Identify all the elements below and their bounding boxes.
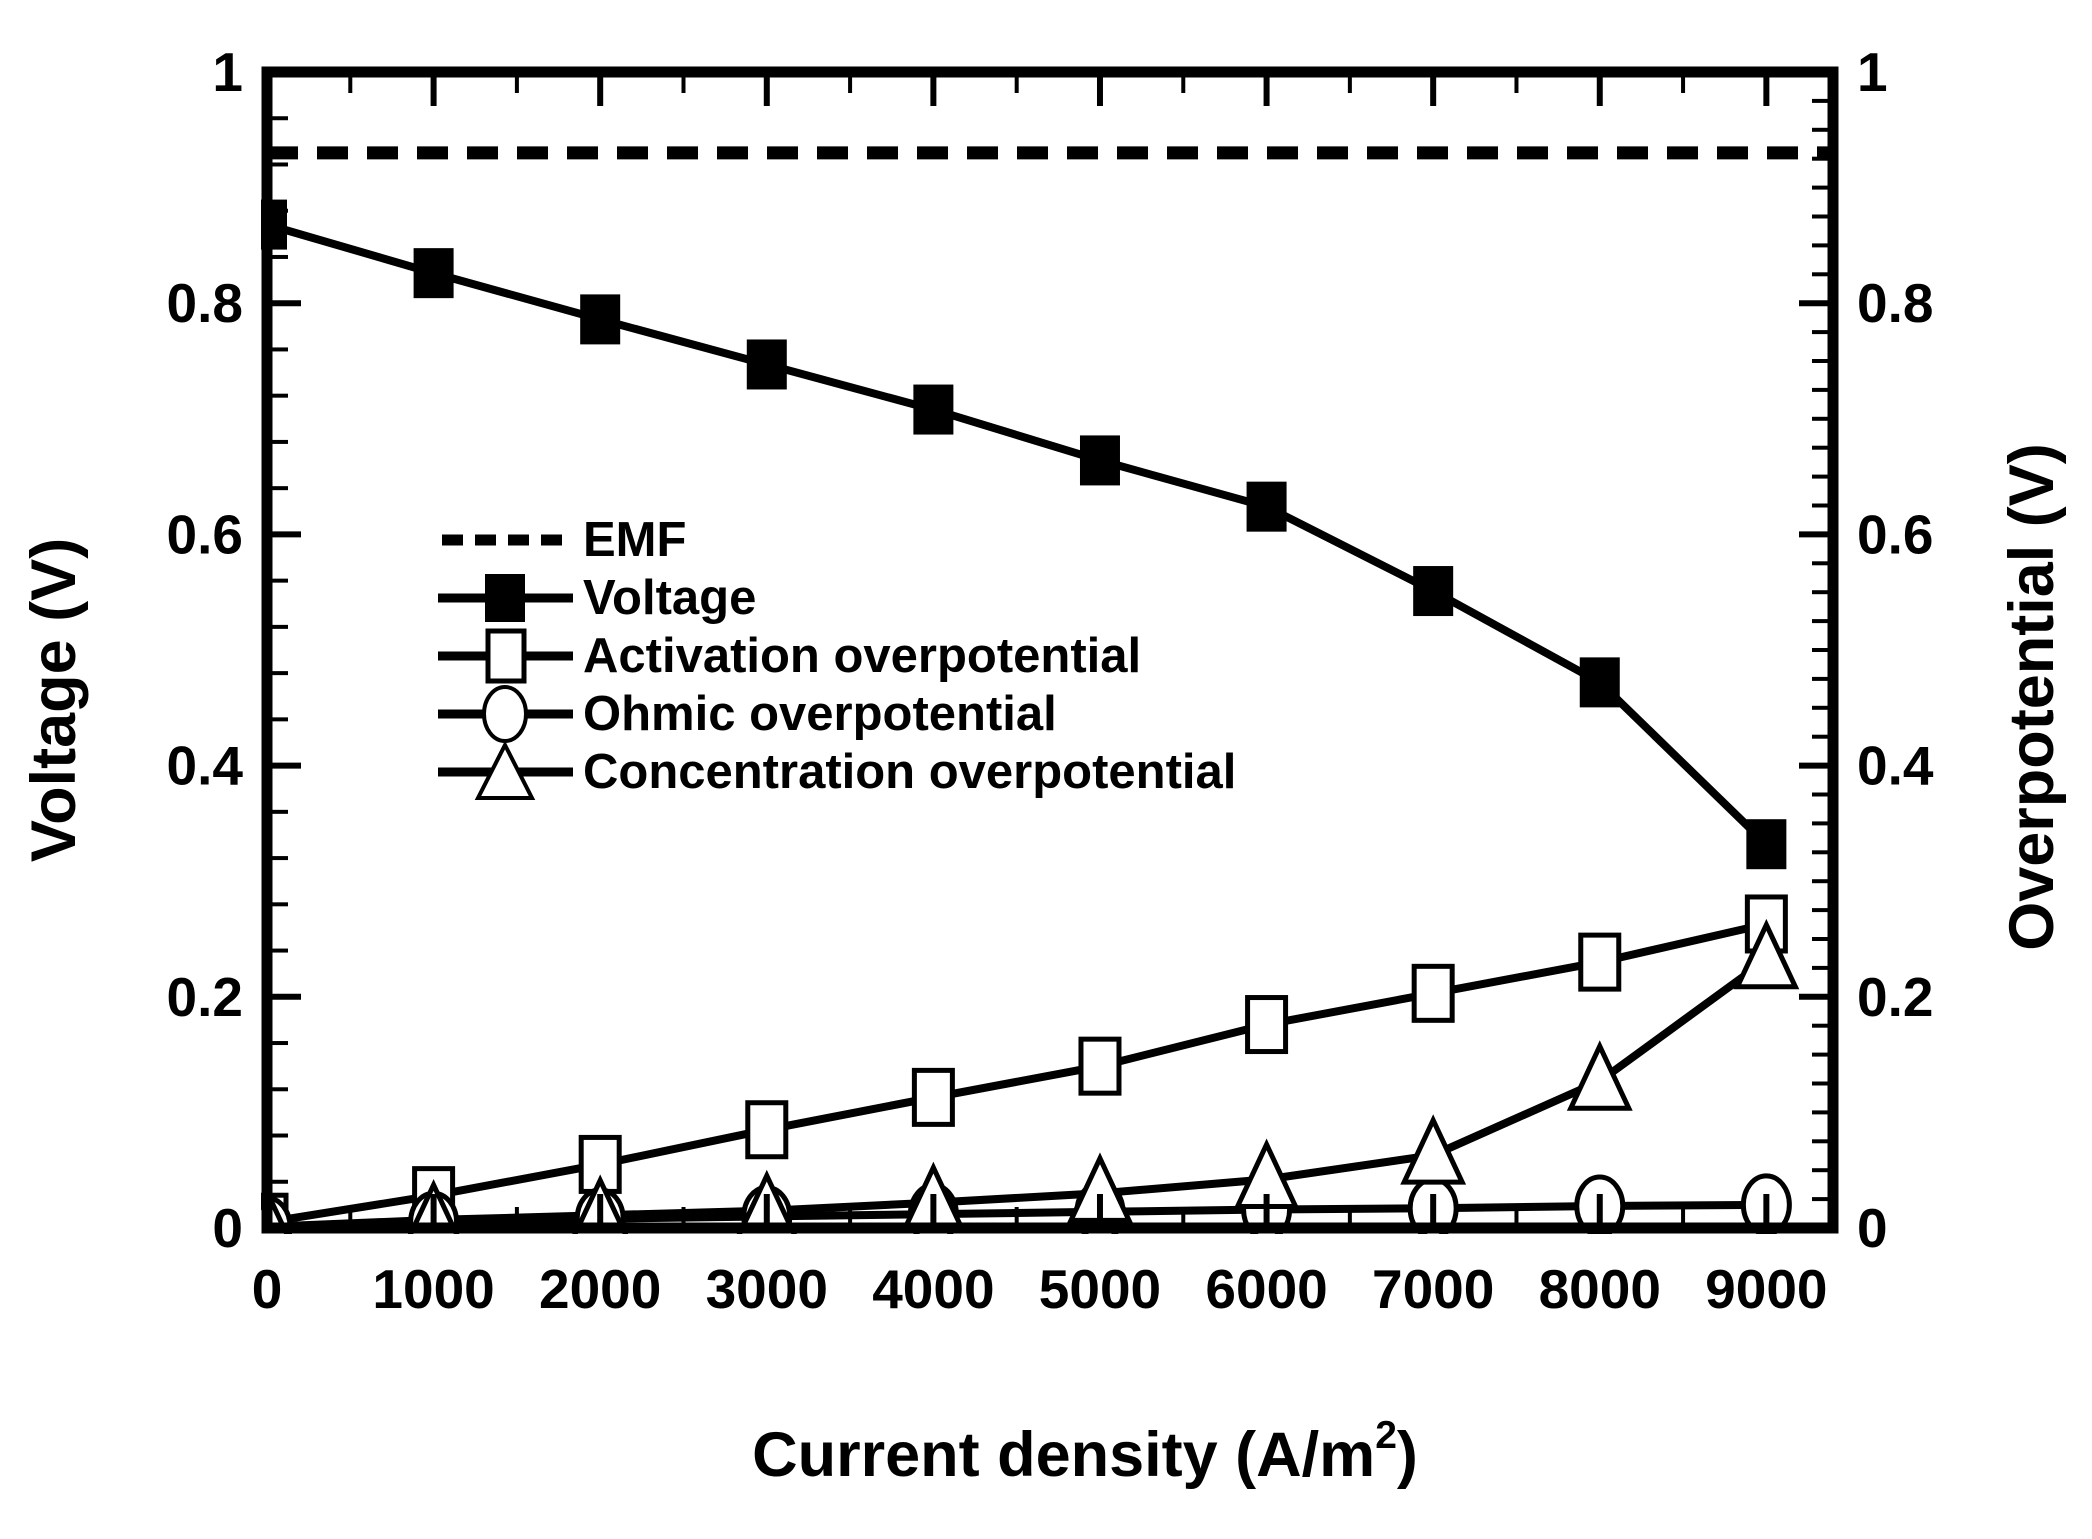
right-tick-label: 0	[1857, 1197, 1888, 1259]
legend-item-concentration: Concentration overpotential	[438, 743, 1236, 801]
x-tick-label: 0	[252, 1258, 283, 1320]
x-tick-label: 7000	[1372, 1258, 1494, 1320]
x-tick-label: 3000	[706, 1258, 828, 1320]
right-tick-label: 0.2	[1857, 966, 1933, 1028]
x-axis-title: Current density (A/m2)	[752, 1414, 1418, 1491]
x-tick-label: 2000	[539, 1258, 661, 1320]
x-tick-label: 9000	[1705, 1258, 1827, 1320]
open-triangle-marker-icon	[438, 743, 573, 800]
x-tick-label: 6000	[1205, 1258, 1327, 1320]
x-tick-label: 5000	[1039, 1258, 1161, 1320]
x-axis-title-suffix: )	[1396, 1420, 1418, 1490]
x-tick-label: 8000	[1539, 1258, 1661, 1320]
left-tick-label: 0.4	[167, 735, 244, 797]
legend-item-activation: Activation overpotential	[438, 627, 1236, 685]
series-line-voltage	[265, 220, 1770, 848]
left-tick-label: 0.2	[167, 966, 243, 1028]
legend-label: Ohmic overpotential	[583, 686, 1057, 741]
plot-frame	[261, 66, 1839, 1234]
left-tick-label: 1	[212, 41, 243, 103]
left-tick-label: 0.8	[167, 272, 243, 334]
x-axis-title-superscript: 2	[1375, 1414, 1397, 1458]
right-tick-label: 1	[1857, 41, 1888, 103]
legend: EMF Voltage Activation overpotential Ohm…	[438, 511, 1236, 801]
right-tick-label: 0.8	[1857, 272, 1933, 334]
open-square-marker-icon	[438, 628, 573, 684]
filled-square-marker-icon	[438, 574, 573, 622]
legend-label: Concentration overpotential	[583, 744, 1237, 799]
x-tick-label: 1000	[372, 1258, 494, 1320]
axis-ticks	[264, 69, 1828, 1231]
x-tick-label: 4000	[872, 1258, 994, 1320]
open-circle-marker-icon	[438, 685, 573, 743]
legend-item-voltage: Voltage	[438, 569, 1236, 627]
x-axis-title-text: Current density (A/m	[752, 1420, 1376, 1490]
right-tick-label: 0.4	[1857, 735, 1934, 797]
left-tick-label: 0	[212, 1197, 243, 1259]
legend-item-ohmic: Ohmic overpotential	[438, 685, 1236, 743]
left-tick-label: 0.6	[167, 503, 243, 565]
legend-label: EMF	[583, 512, 687, 567]
right-tick-label: 0.6	[1857, 503, 1933, 565]
legend-label: Activation overpotential	[583, 628, 1142, 683]
legend-item-emf: EMF	[438, 511, 1236, 569]
left-axis-title: Voltage (V)	[19, 537, 89, 863]
right-axis-title: Overpotential (V)	[1997, 443, 2067, 951]
series-line-activation-overpotential	[266, 920, 1768, 1227]
legend-label: Voltage	[583, 570, 757, 625]
dashed-line-sample-icon	[442, 534, 569, 546]
